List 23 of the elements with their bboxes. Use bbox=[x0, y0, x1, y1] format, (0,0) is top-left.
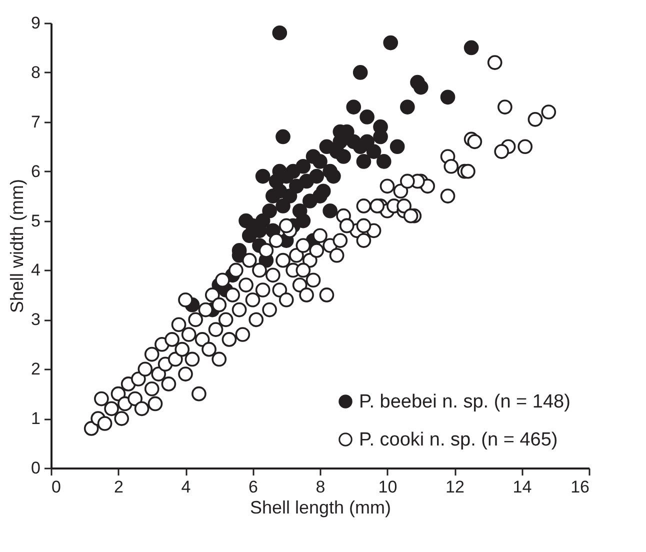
x-tick-label: 4 bbox=[181, 478, 191, 496]
x-tick-label: 14 bbox=[512, 478, 532, 496]
y-tick-label: 3 bbox=[31, 310, 40, 330]
legend-label: P. beebei n. sp. (n = 148) bbox=[359, 392, 570, 412]
x-tick-label: 12 bbox=[446, 478, 464, 496]
legend-label: P. cooki n. sp. (n = 465) bbox=[359, 430, 558, 450]
y-tick-label: 2 bbox=[31, 360, 40, 379]
y-axis-title: Shell width (mm) bbox=[7, 178, 28, 314]
x-tick-label: 16 bbox=[570, 478, 590, 496]
y-tick-label: 8 bbox=[31, 62, 40, 82]
y-tick-label: 1 bbox=[31, 409, 40, 428]
x-tick-label: 0 bbox=[52, 478, 61, 496]
x-tick-label: 10 bbox=[378, 478, 398, 496]
x-tick-label: 6 bbox=[248, 478, 258, 496]
y-tick-label: 9 bbox=[31, 14, 40, 32]
x-tick-label: 8 bbox=[316, 478, 326, 496]
x-tick-label: 2 bbox=[114, 478, 124, 496]
y-tick-label: 0 bbox=[31, 458, 40, 478]
y-tick-label: 7 bbox=[31, 112, 40, 132]
y-tick-label: 6 bbox=[31, 162, 40, 181]
y-tick-label: 4 bbox=[31, 260, 40, 280]
y-tick-label: 5 bbox=[31, 211, 40, 230]
x-axis-title: Shell length (mm) bbox=[250, 498, 392, 518]
